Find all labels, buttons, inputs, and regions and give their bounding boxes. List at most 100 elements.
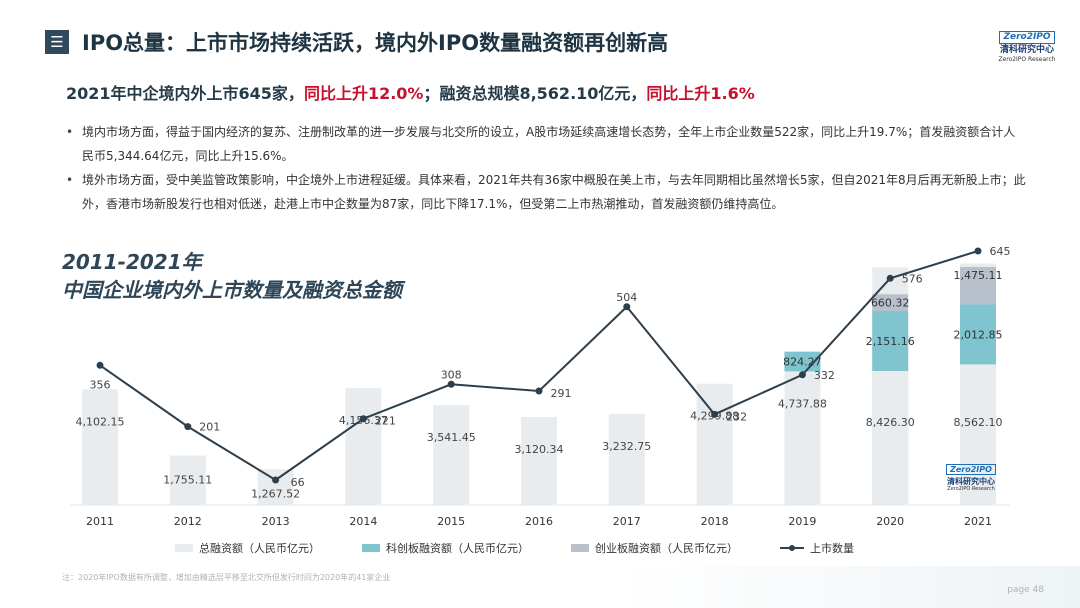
label-count-2020: 576	[902, 272, 923, 285]
bar-total-2017	[608, 413, 645, 505]
watermark-cn: 清科研究中心	[947, 477, 995, 486]
label-count-2011: 356	[90, 378, 111, 391]
point-count-2013	[272, 476, 280, 484]
legend-label-count: 上市数量	[810, 542, 854, 555]
bar-chinext-2020	[872, 294, 909, 312]
label-total-2020: 8,426.30	[866, 416, 915, 429]
point-count-2014	[359, 415, 367, 423]
label-count-2014: 221	[375, 415, 396, 428]
x-tick-2016: 2016	[525, 515, 553, 528]
bar-total-2019	[784, 371, 821, 505]
legend-label-chinext: 创业板融资额（人民币亿元）	[595, 542, 738, 555]
x-tick-2021: 2021	[964, 515, 992, 528]
bar-star-2021	[960, 304, 996, 365]
label-count-2019: 332	[814, 369, 835, 382]
legend-count: 上市数量	[780, 540, 854, 556]
point-count-2018	[711, 410, 719, 418]
headline-part1: 2021年中企境内外上市645家，	[66, 84, 304, 103]
bar-total-2016	[521, 417, 557, 505]
x-tick-2020: 2020	[876, 515, 904, 528]
label-count-2016: 291	[551, 387, 572, 400]
bar-total-2014	[345, 387, 382, 505]
x-tick-2011: 2011	[86, 515, 114, 528]
x-tick-2018: 2018	[701, 515, 729, 528]
legend-swatch-star	[362, 544, 380, 552]
logo-cn: 清科研究中心	[999, 45, 1054, 55]
bullet-overseas: 境外市场方面，受中美监管政策影响，中企境外上市进程延缓。具体来看，2021年共有…	[66, 168, 1026, 216]
label-star-2021: 2,012.85	[954, 328, 1003, 341]
label-star-2020: 2,151.16	[866, 335, 915, 348]
legend-swatch-count	[780, 544, 804, 552]
x-tick-2014: 2014	[349, 515, 377, 528]
chart-legend: 总融资额（人民币亿元） 科创板融资额（人民币亿元） 创业板融资额（人民币亿元） …	[175, 540, 854, 556]
point-count-2016	[535, 387, 543, 395]
label-total-2011: 4,102.15	[76, 415, 125, 428]
page-title: IPO总量：上市市场持续活跃，境内外IPO数量融资额再创新高	[82, 31, 669, 55]
bar-star-2019	[784, 351, 821, 372]
label-count-2017: 504	[616, 291, 637, 304]
bar-total-2011	[82, 389, 118, 505]
label-count-2021: 645	[990, 245, 1011, 258]
watermark-en: Zero2IPO Research	[947, 486, 995, 492]
headline-part4: 同比上升1.6%	[646, 84, 755, 103]
legend-label-star: 科创板融资额（人民币亿元）	[386, 542, 529, 555]
label-total-2013: 1,267.52	[251, 487, 300, 500]
watermark-mark: Zero2IPO	[946, 464, 996, 475]
x-tick-2013: 2013	[262, 515, 290, 528]
label-count-2018: 232	[726, 410, 747, 423]
bar-total-2013	[257, 469, 294, 505]
point-count-2012	[184, 423, 192, 431]
label-count-2013: 66	[291, 476, 305, 489]
legend-star: 科创板融资额（人民币亿元）	[362, 540, 529, 556]
bar-total-2015	[433, 405, 470, 505]
label-total-2012: 1,755.11	[163, 474, 212, 487]
logo-mark: Zero2IPO	[999, 31, 1055, 44]
point-count-2015	[447, 380, 455, 388]
legend-swatch-chinext	[571, 544, 589, 552]
page-number: page 48	[1007, 585, 1044, 595]
label-total-2021: 8,562.10	[954, 416, 1003, 429]
bar-total-2012	[169, 455, 206, 505]
legend-total: 总融资额（人民币亿元）	[175, 540, 320, 556]
chart-title-line1: 2011-2021年	[62, 250, 202, 274]
bullet-domestic: 境内市场方面，得益于国内经济的复苏、注册制改革的进一步发展与北交所的设立，A股市…	[66, 120, 1026, 168]
x-tick-2019: 2019	[788, 515, 816, 528]
legend-chinext: 创业板融资额（人民币亿元）	[571, 540, 738, 556]
x-tick-2017: 2017	[613, 515, 641, 528]
label-star-2019: 824.27	[783, 355, 822, 368]
menu-icon: ☰	[45, 30, 69, 54]
point-count-2020	[886, 274, 894, 282]
point-count-2019	[798, 371, 806, 379]
legend-label-total: 总融资额（人民币亿元）	[199, 542, 320, 555]
label-total-2019: 4,737.88	[778, 397, 827, 410]
x-tick-2015: 2015	[437, 515, 465, 528]
point-count-2017	[623, 303, 631, 311]
chart-title-line2: 中国企业境内外上市数量及融资总金额	[62, 278, 402, 302]
bottom-band	[620, 566, 1080, 608]
bar-total-fill-2020	[872, 371, 909, 505]
point-count-2021	[974, 247, 982, 255]
chart-watermark-logo: Zero2IPO 清科研究中心 Zero2IPO Research	[946, 457, 996, 492]
bar-total-fill-2021	[960, 364, 996, 505]
bullet-list: 境内市场方面，得益于国内经济的复苏、注册制改革的进一步发展与北交所的设立，A股市…	[66, 120, 1026, 216]
label-chinext-2021: 1,475.11	[954, 269, 1003, 282]
headline: 2021年中企境内外上市645家，同比上升12.0%；融资总规模8,562.10…	[66, 80, 755, 104]
legend-swatch-total	[175, 544, 193, 552]
zero2ipo-logo: Zero2IPO 清科研究中心 Zero2IPO Research	[998, 24, 1056, 63]
bar-star-2020	[872, 311, 909, 372]
label-total-2017: 3,232.75	[602, 440, 651, 453]
label-count-2015: 308	[441, 368, 462, 381]
point-count-2011	[96, 361, 104, 369]
label-total-2016: 3,120.34	[515, 443, 564, 456]
headline-part2: 同比上升12.0%	[303, 84, 424, 103]
footnote: 注：2020年IPO数据有所调整，增加由精选层平移至北交所但发行时间为2020年…	[62, 573, 391, 582]
label-total-2015: 3,541.45	[427, 431, 476, 444]
headline-part3: ；融资总规模8,562.10亿元，	[423, 84, 647, 103]
bar-total-2018	[696, 383, 733, 505]
logo-en: Zero2IPO Research	[998, 56, 1056, 63]
chart-title: 2011-2021年 中国企业境内外上市数量及融资总金额	[62, 248, 402, 304]
bar-chinext-2021	[960, 267, 996, 305]
label-count-2012: 201	[199, 421, 220, 434]
x-tick-2012: 2012	[174, 515, 202, 528]
